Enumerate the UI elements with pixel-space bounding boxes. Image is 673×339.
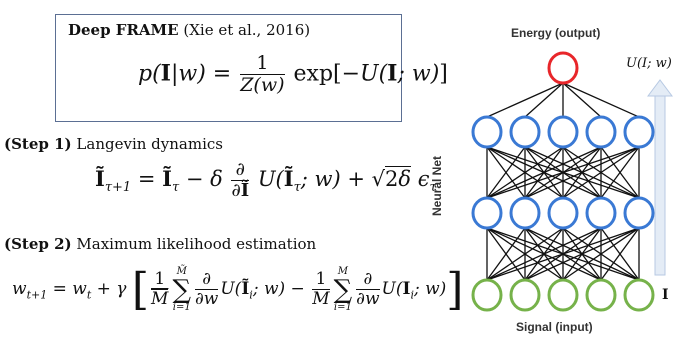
arrow-head: [647, 79, 673, 97]
arrow-label: U(I; w): [626, 56, 672, 71]
input-node: [585, 278, 617, 312]
step1-heading: (Step 1) Langevin dynamics: [4, 135, 223, 153]
output-node: [547, 51, 579, 85]
step2-heading: (Step 2) Maximum likelihood estimation: [4, 235, 316, 253]
network-edge: [486, 227, 602, 281]
upward-arrow: [647, 79, 673, 276]
input-node: [623, 278, 655, 312]
citation: (Xie et al., 2016): [178, 21, 311, 39]
output-label: Energy (output): [511, 26, 601, 40]
network-edge: [600, 146, 640, 199]
hidden2-node: [547, 196, 579, 230]
network-edge: [562, 82, 640, 118]
network-edge: [562, 227, 640, 281]
network-edge: [524, 227, 640, 281]
hidden1-node: [471, 115, 503, 149]
step1-number: (Step 1): [4, 135, 72, 153]
hidden2-node: [471, 196, 503, 230]
input-letter: I: [662, 287, 669, 303]
network-edge: [486, 82, 564, 118]
network-edge: [486, 146, 640, 199]
input-node: [509, 278, 541, 312]
network-edge: [486, 146, 526, 199]
network-edge: [486, 227, 526, 281]
hidden2-node: [585, 196, 617, 230]
network-edge: [562, 82, 602, 118]
network-edge: [562, 146, 640, 199]
hidden1-node: [547, 115, 579, 149]
hidden2-node: [509, 196, 541, 230]
langevin-equation: Ĩτ+1 = Ĩτ − δ ∂ ∂Ĩ U(Ĩτ; w) + √2δ ϵτ: [95, 159, 437, 201]
probability-equation: p(I|w) = 1 Z(w) exp[−U(I; w)]: [138, 52, 448, 96]
hidden1-node: [623, 115, 655, 149]
network-edge: [524, 82, 564, 118]
network-edge: [486, 227, 640, 281]
input-node: [471, 278, 503, 312]
network-edge: [486, 146, 602, 199]
step2-number: (Step 2): [4, 235, 72, 253]
arrow-shaft: [654, 94, 666, 276]
formula-box-title: Deep FRAME (Xie et al., 2016): [68, 21, 310, 39]
input-node: [547, 278, 579, 312]
hidden1-node: [585, 115, 617, 149]
network-edges: [486, 82, 640, 281]
step2-label: Maximum likelihood estimation: [71, 235, 317, 253]
hidden2-node: [623, 196, 655, 230]
formula-box: Deep FRAME (Xie et al., 2016) p(I|w) = 1…: [55, 14, 448, 122]
network-edge: [486, 227, 564, 281]
step1-label: Langevin dynamics: [71, 135, 223, 153]
network-edge: [524, 146, 640, 199]
network-edge: [486, 146, 564, 199]
hidden1-node: [509, 115, 541, 149]
model-name: Deep FRAME: [68, 21, 179, 39]
input-label: Signal (input): [516, 320, 593, 334]
network-edge: [600, 227, 640, 281]
network-nodes: [471, 51, 655, 312]
